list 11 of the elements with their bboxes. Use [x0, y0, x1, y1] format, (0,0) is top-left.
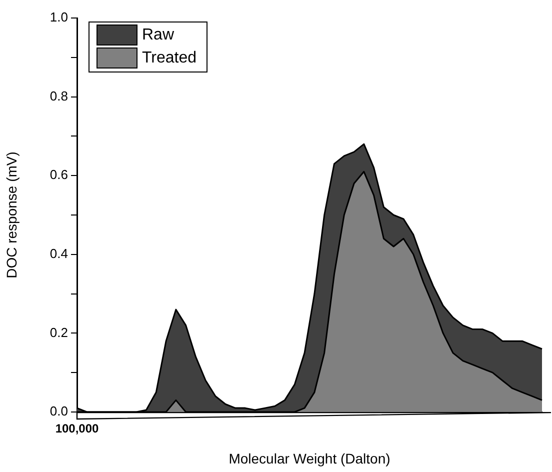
x-axis-title: Molecular Weight (Dalton) — [228, 450, 390, 466]
y-tick-label: 0.8 — [50, 88, 68, 104]
x-tick-label: 100,000 — [55, 422, 100, 436]
y-tick-label: 0.0 — [50, 404, 68, 419]
y-tick-label: 0.6 — [50, 167, 68, 182]
legend-label: Treated — [142, 49, 197, 66]
y-tick-label: 0.2 — [50, 324, 68, 340]
y-axis-title: DOC response (mV) — [3, 152, 20, 278]
y-tick-label: 1.0 — [50, 10, 68, 25]
y-tick-label: 0.4 — [50, 246, 68, 261]
legend-label: Raw — [142, 26, 174, 44]
